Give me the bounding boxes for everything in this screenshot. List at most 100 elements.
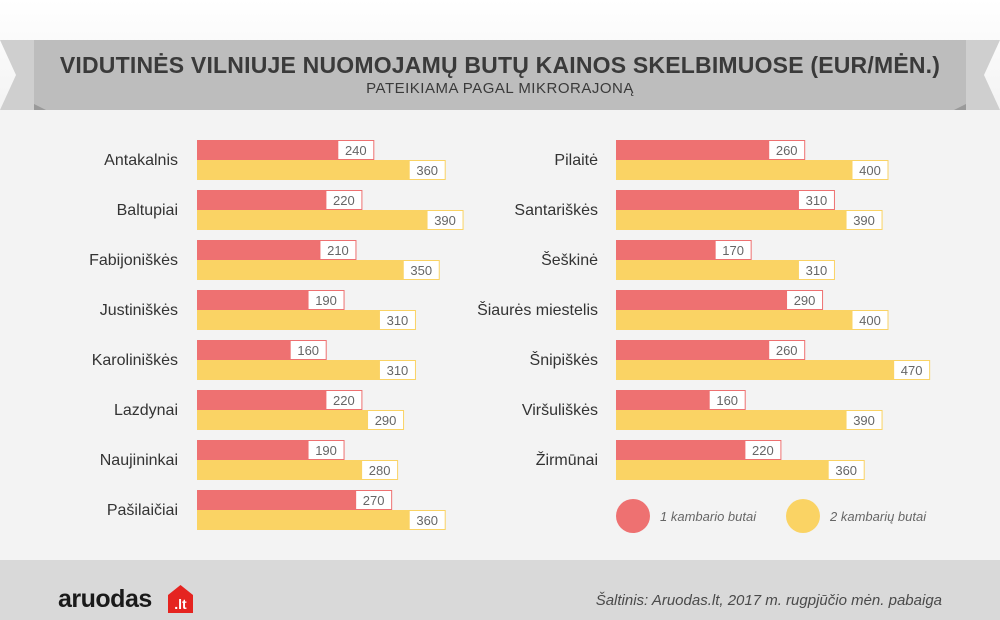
- category-label: Pilaitė: [554, 152, 598, 169]
- data-label: 310: [387, 363, 409, 378]
- bar: [616, 290, 789, 310]
- data-label: 290: [375, 413, 397, 428]
- data-label-box: [797, 190, 835, 210]
- data-label: 360: [835, 463, 857, 478]
- data-label: 280: [369, 463, 391, 478]
- bar: [616, 340, 771, 360]
- category-label: Viršuliškės: [522, 402, 598, 419]
- data-label-box: [893, 360, 931, 380]
- aruodas-logo: aruodas .lt: [58, 575, 198, 615]
- legend-label: 1 kambario butai: [660, 509, 757, 524]
- category-label: Santariškės: [514, 202, 598, 219]
- bar: [197, 460, 364, 480]
- bar: [197, 160, 412, 180]
- bar: [616, 410, 849, 430]
- bar: [197, 190, 328, 210]
- bar: [616, 390, 712, 410]
- data-label: 270: [363, 493, 385, 508]
- bar: [616, 140, 771, 160]
- data-label-box: [845, 210, 883, 230]
- category-label: Baltupiai: [117, 202, 178, 219]
- category-label: Šiaurės miestelis: [477, 300, 598, 319]
- bar: [197, 290, 311, 310]
- legend-label: 2 kambarių butai: [829, 509, 927, 524]
- category-label: Lazdynai: [114, 402, 178, 419]
- data-label-box: [307, 440, 345, 460]
- bar: [616, 190, 801, 210]
- data-label: 310: [806, 193, 828, 208]
- category-label: Naujininkai: [100, 452, 178, 469]
- bar: [616, 260, 801, 280]
- bar: [616, 240, 718, 260]
- bar: [197, 240, 322, 260]
- category-label: Šeškinė: [541, 250, 598, 269]
- data-label: 400: [859, 313, 881, 328]
- data-label: 260: [776, 143, 798, 158]
- data-label: 190: [315, 443, 337, 458]
- data-label: 160: [297, 343, 319, 358]
- bar: [197, 490, 358, 510]
- bar: [197, 260, 406, 280]
- data-label-box: [768, 140, 806, 160]
- bar: [197, 390, 328, 410]
- data-label: 400: [859, 163, 881, 178]
- data-label-box: [408, 160, 446, 180]
- data-label-box: [851, 310, 889, 330]
- bar: [616, 210, 849, 230]
- bar: [197, 210, 430, 230]
- category-label: Justiniškės: [100, 302, 178, 319]
- category-label: Žirmūnai: [536, 450, 598, 469]
- data-label-box: [768, 340, 806, 360]
- bar: [616, 160, 854, 180]
- data-label: 170: [722, 243, 744, 258]
- category-label: Fabijoniškės: [89, 252, 178, 269]
- data-label-box: [367, 410, 405, 430]
- data-label-box: [744, 440, 782, 460]
- bar: [616, 310, 854, 330]
- page-subtitle: PATEIKIAMA PAGAL MIKRORAJONĄ: [366, 80, 634, 97]
- data-label-box: [708, 390, 746, 410]
- data-label-box: [797, 260, 835, 280]
- bar: [616, 360, 896, 380]
- data-label-box: [319, 240, 357, 260]
- category-label: Antakalnis: [104, 152, 178, 169]
- data-label: 190: [315, 293, 337, 308]
- data-label: 350: [410, 263, 432, 278]
- category-label: Šnipiškės: [530, 350, 598, 369]
- legend-swatch: [786, 499, 820, 533]
- data-label: 220: [333, 393, 355, 408]
- data-label-box: [827, 460, 865, 480]
- data-label-box: [378, 360, 416, 380]
- category-label: Karoliniškės: [92, 352, 178, 369]
- data-label-box: [402, 260, 440, 280]
- data-label-box: [337, 140, 375, 160]
- logo-text: aruodas: [58, 585, 152, 613]
- bar: [197, 510, 412, 530]
- data-label-box: [378, 310, 416, 330]
- bar: [616, 460, 831, 480]
- data-label-box: [307, 290, 345, 310]
- data-label: 310: [806, 263, 828, 278]
- data-label: 390: [853, 413, 875, 428]
- data-label-box: [714, 240, 752, 260]
- source-note: Šaltinis: Aruodas.lt, 2017 m. rugpjūčio …: [595, 592, 942, 609]
- data-label-box: [851, 160, 889, 180]
- page-title: VIDUTINĖS VILNIUJE NUOMOJAMŲ BUTŲ KAINOS…: [59, 52, 941, 78]
- data-label: 470: [901, 363, 923, 378]
- data-label-box: [289, 340, 327, 360]
- data-label-box: [426, 210, 464, 230]
- bar: [197, 310, 382, 330]
- data-label-box: [325, 190, 363, 210]
- data-label-box: [408, 510, 446, 530]
- data-label-box: [845, 410, 883, 430]
- legend-swatch: [616, 499, 650, 533]
- data-label: 240: [345, 143, 367, 158]
- data-label: 360: [416, 163, 438, 178]
- bar: [197, 340, 293, 360]
- data-label-box: [355, 490, 393, 510]
- data-label: 360: [416, 513, 438, 528]
- footer: aruodas .lt Šaltinis: Aruodas.lt, 2017 m…: [0, 560, 1000, 620]
- title-ribbon: [0, 40, 1000, 110]
- bar: [197, 410, 370, 430]
- data-label-box: [361, 460, 399, 480]
